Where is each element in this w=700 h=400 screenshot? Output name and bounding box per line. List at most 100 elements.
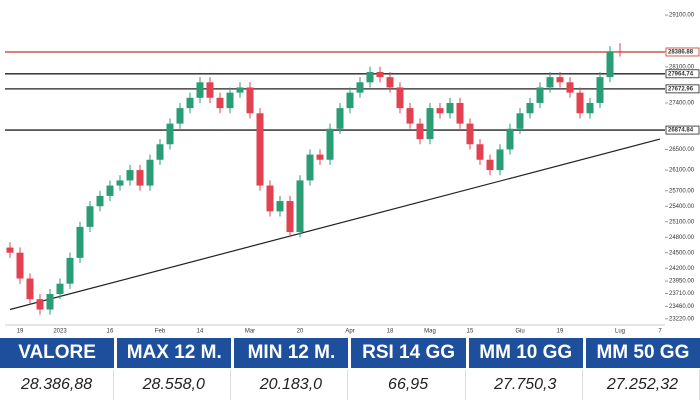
candle-body <box>596 77 604 103</box>
candle-body <box>186 97 194 109</box>
level-label-box <box>665 125 700 135</box>
candle-body <box>606 51 614 78</box>
candle-body <box>106 185 114 196</box>
candle-body <box>356 82 364 93</box>
y-tick-label: 26500.00 <box>669 147 695 153</box>
candle-body <box>376 71 384 78</box>
y-tick-label: 26100.00 <box>669 168 695 174</box>
y-tick-label: 23220.00 <box>669 316 695 322</box>
y-tick-label: 24500.00 <box>669 250 695 256</box>
candle-body <box>316 154 324 160</box>
x-tick-label: 20 <box>297 329 304 335</box>
y-tick-label: 29100.00 <box>669 13 695 19</box>
table-header: MIN 12 M. <box>234 338 349 368</box>
y-tick-label: 27400.00 <box>669 101 695 107</box>
candle-body <box>246 87 254 114</box>
candle-body <box>96 195 104 207</box>
candle-body <box>166 123 174 145</box>
y-tick-label: 23710.00 <box>669 291 695 297</box>
candle-body <box>86 206 94 227</box>
table-cell: 27.750,3 <box>468 370 583 400</box>
candle-body <box>126 170 134 181</box>
candle-body <box>116 180 124 186</box>
candle-body <box>276 201 284 212</box>
candle-body <box>506 128 514 150</box>
level-label-box <box>665 47 700 57</box>
candle-body <box>176 108 184 124</box>
candle-body <box>436 108 444 114</box>
candle-body <box>386 77 394 88</box>
table-header: MM 50 GG <box>585 338 700 368</box>
candle-body <box>146 159 154 186</box>
level-label-box <box>665 84 700 94</box>
x-tick-label: Mar <box>245 329 255 335</box>
trendline <box>9 138 661 311</box>
table-header: MM 10 GG <box>468 338 583 368</box>
candle-body <box>406 108 414 124</box>
stats-table: VALORE MAX 12 M. MIN 12 M. RSI 14 GG MM 10 G… <box>0 338 700 400</box>
y-tick-label: 25400.00 <box>669 204 695 210</box>
candle-body <box>66 257 74 284</box>
candle-body <box>576 92 584 114</box>
level-label: 26874.84 <box>668 128 694 134</box>
candle-body <box>446 102 454 114</box>
table-cell: 66,95 <box>351 370 466 400</box>
level-label: 28386.88 <box>668 50 694 56</box>
y-tick-label: 25700.00 <box>669 188 695 194</box>
candle-body <box>486 159 494 171</box>
candle-body <box>366 71 374 83</box>
candle-body <box>216 97 224 109</box>
level-label: 27672.96 <box>668 86 694 92</box>
candle-body <box>56 283 64 295</box>
candle-body <box>206 82 214 98</box>
x-tick-label: 15 <box>467 329 474 335</box>
candle-body <box>496 149 504 171</box>
y-tick-label: 24800.00 <box>669 235 695 241</box>
table-cell: 28.558,0 <box>117 370 232 400</box>
candle-body <box>336 108 344 129</box>
candle-body <box>516 113 524 129</box>
candle-body <box>16 252 24 279</box>
candle-body <box>196 82 204 98</box>
x-tick-label: 18 <box>387 329 394 335</box>
candle-body <box>466 123 474 145</box>
table-header: RSI 14 GG <box>351 338 466 368</box>
candle-body <box>296 180 304 233</box>
x-tick-label: Mag <box>424 329 436 335</box>
candle-body <box>226 92 234 109</box>
table-header: MAX 12 M. <box>117 338 232 368</box>
candle-body <box>526 102 534 114</box>
candle-body <box>536 87 544 103</box>
candle-body <box>456 102 464 124</box>
x-tick-label: Apr <box>345 329 354 335</box>
candle-body <box>46 294 54 310</box>
candle-body <box>286 201 294 233</box>
candle-body <box>266 185 274 212</box>
candle-body <box>136 170 144 186</box>
x-tick-label: Lug <box>615 329 625 335</box>
x-tick-label: 2023 <box>53 329 67 335</box>
candle-body <box>236 87 244 93</box>
y-tick-label: 23950.00 <box>669 279 695 285</box>
candle-body <box>76 226 84 258</box>
candle-body <box>36 299 44 310</box>
candle-body <box>566 82 574 93</box>
candle-body <box>306 154 314 181</box>
level-label: 27964.74 <box>668 71 694 77</box>
x-tick-label: 19 <box>17 329 24 335</box>
table-cell: 27.252,32 <box>585 370 700 400</box>
x-tick-label: Giu <box>515 329 524 335</box>
candle-body <box>556 77 564 83</box>
level-label-box <box>665 69 700 79</box>
candle-body <box>26 278 34 300</box>
table-cell: 28.386,88 <box>0 370 115 400</box>
candle-body <box>426 108 434 140</box>
x-tick-label: 19 <box>557 329 564 335</box>
y-tick-label: 24200.00 <box>669 266 695 272</box>
x-tick-label: Feb <box>155 329 166 335</box>
x-tick-label: 16 <box>107 329 114 335</box>
candle-body <box>416 123 424 140</box>
candle-body <box>346 92 354 109</box>
candle-body <box>326 128 334 160</box>
